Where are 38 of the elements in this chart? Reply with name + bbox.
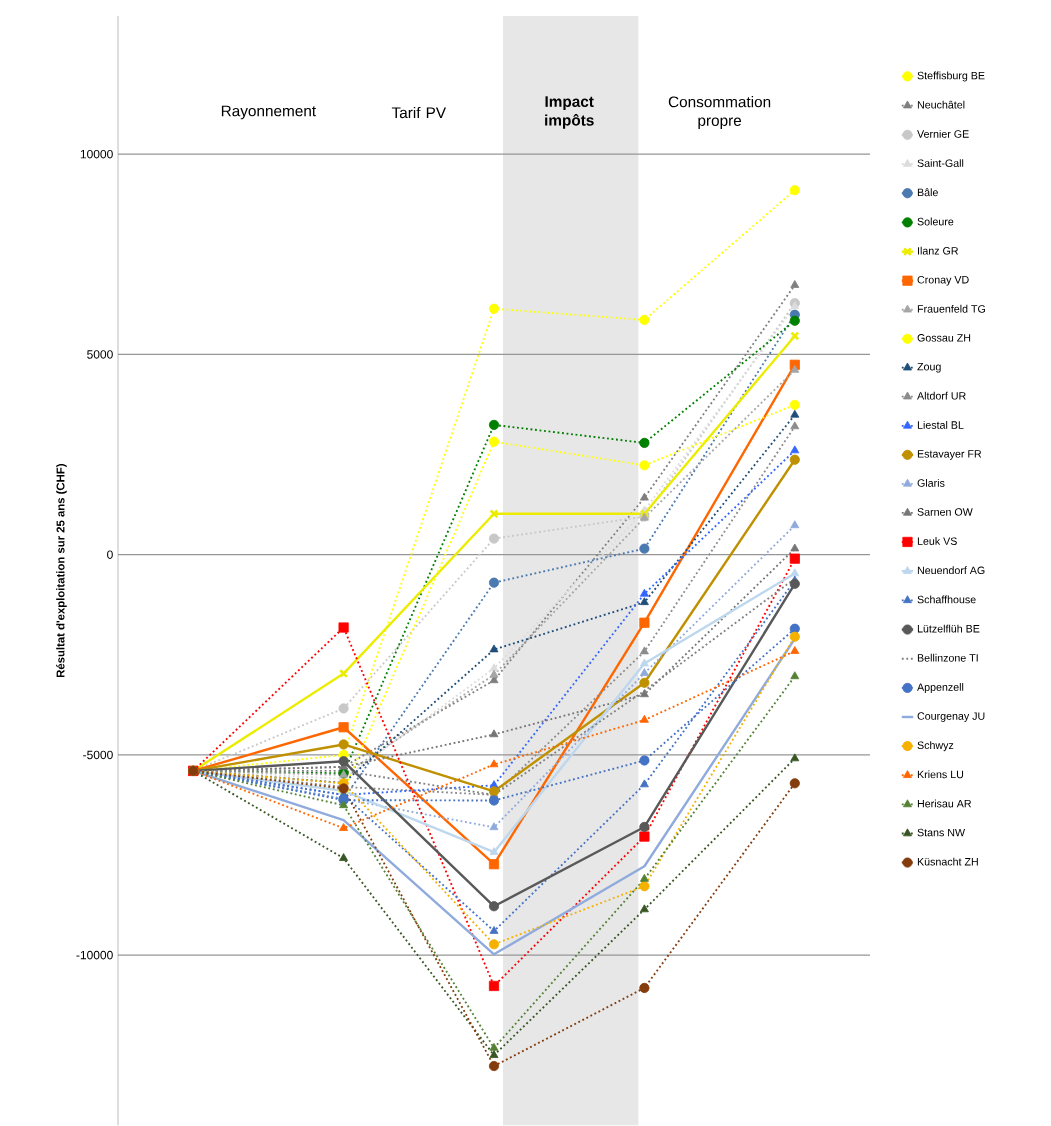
legend-label: Steffisburg BE [917, 71, 985, 82]
legend-label: Saint-Gall [917, 159, 964, 167]
legend-label: Gossau ZH [917, 334, 971, 342]
legend-label: Altdorf UR [917, 391, 966, 400]
legend-label: Neuendorf AG [918, 566, 985, 575]
y-tick-label: -5000 [83, 750, 113, 760]
annotation: Rayonnement [222, 105, 317, 120]
legend-label: Liestal BL [918, 420, 964, 429]
y-tick-label: 5000 [87, 350, 113, 359]
legend-label: Vernier GE [917, 129, 969, 138]
legend-label: Frauenfeld TG [918, 304, 986, 313]
legend-label: Soleure [917, 217, 954, 226]
y-tick-label: 0 [107, 550, 113, 559]
legend-label: Estavayer FR [918, 450, 982, 460]
y-tick-label: -10000 [76, 950, 113, 960]
legend-label: Stans NW [917, 828, 966, 837]
legend-label: Neuchâtel [918, 100, 965, 109]
legend-label: Leuk VS [918, 537, 958, 545]
annotation: Impact impôts [545, 96, 594, 129]
legend-label: Lützelflüh BE [918, 624, 980, 633]
legend-label: Küsnacht ZH [918, 857, 978, 866]
legend-label: Zoug [917, 362, 941, 373]
legend-label: Courgenay JU [917, 712, 985, 722]
legend-label: Sarnen OW [917, 508, 973, 516]
legend-label: Bâle [918, 188, 939, 197]
legend-label: Schaffhouse [917, 595, 976, 604]
legend-label: Kriens LU [918, 770, 964, 779]
y-axis-title: Résultat d'exploitation sur 25 ans (CHF) [56, 464, 67, 678]
legend-label: Glaris [917, 478, 945, 487]
legend-label: Cronay VD [917, 275, 969, 286]
annotation: Consommation propre [668, 96, 771, 129]
legend-label: Ilanz GR [918, 246, 959, 255]
y-tick-label: 10000 [81, 149, 113, 159]
legend-label: Herisau AR [918, 799, 972, 808]
annotation: Tarif PV [392, 106, 447, 119]
legend-label: Schwyz [917, 741, 954, 752]
legend-label: Appenzell [917, 683, 964, 694]
legend-label: Bellinzone TI [918, 653, 978, 662]
